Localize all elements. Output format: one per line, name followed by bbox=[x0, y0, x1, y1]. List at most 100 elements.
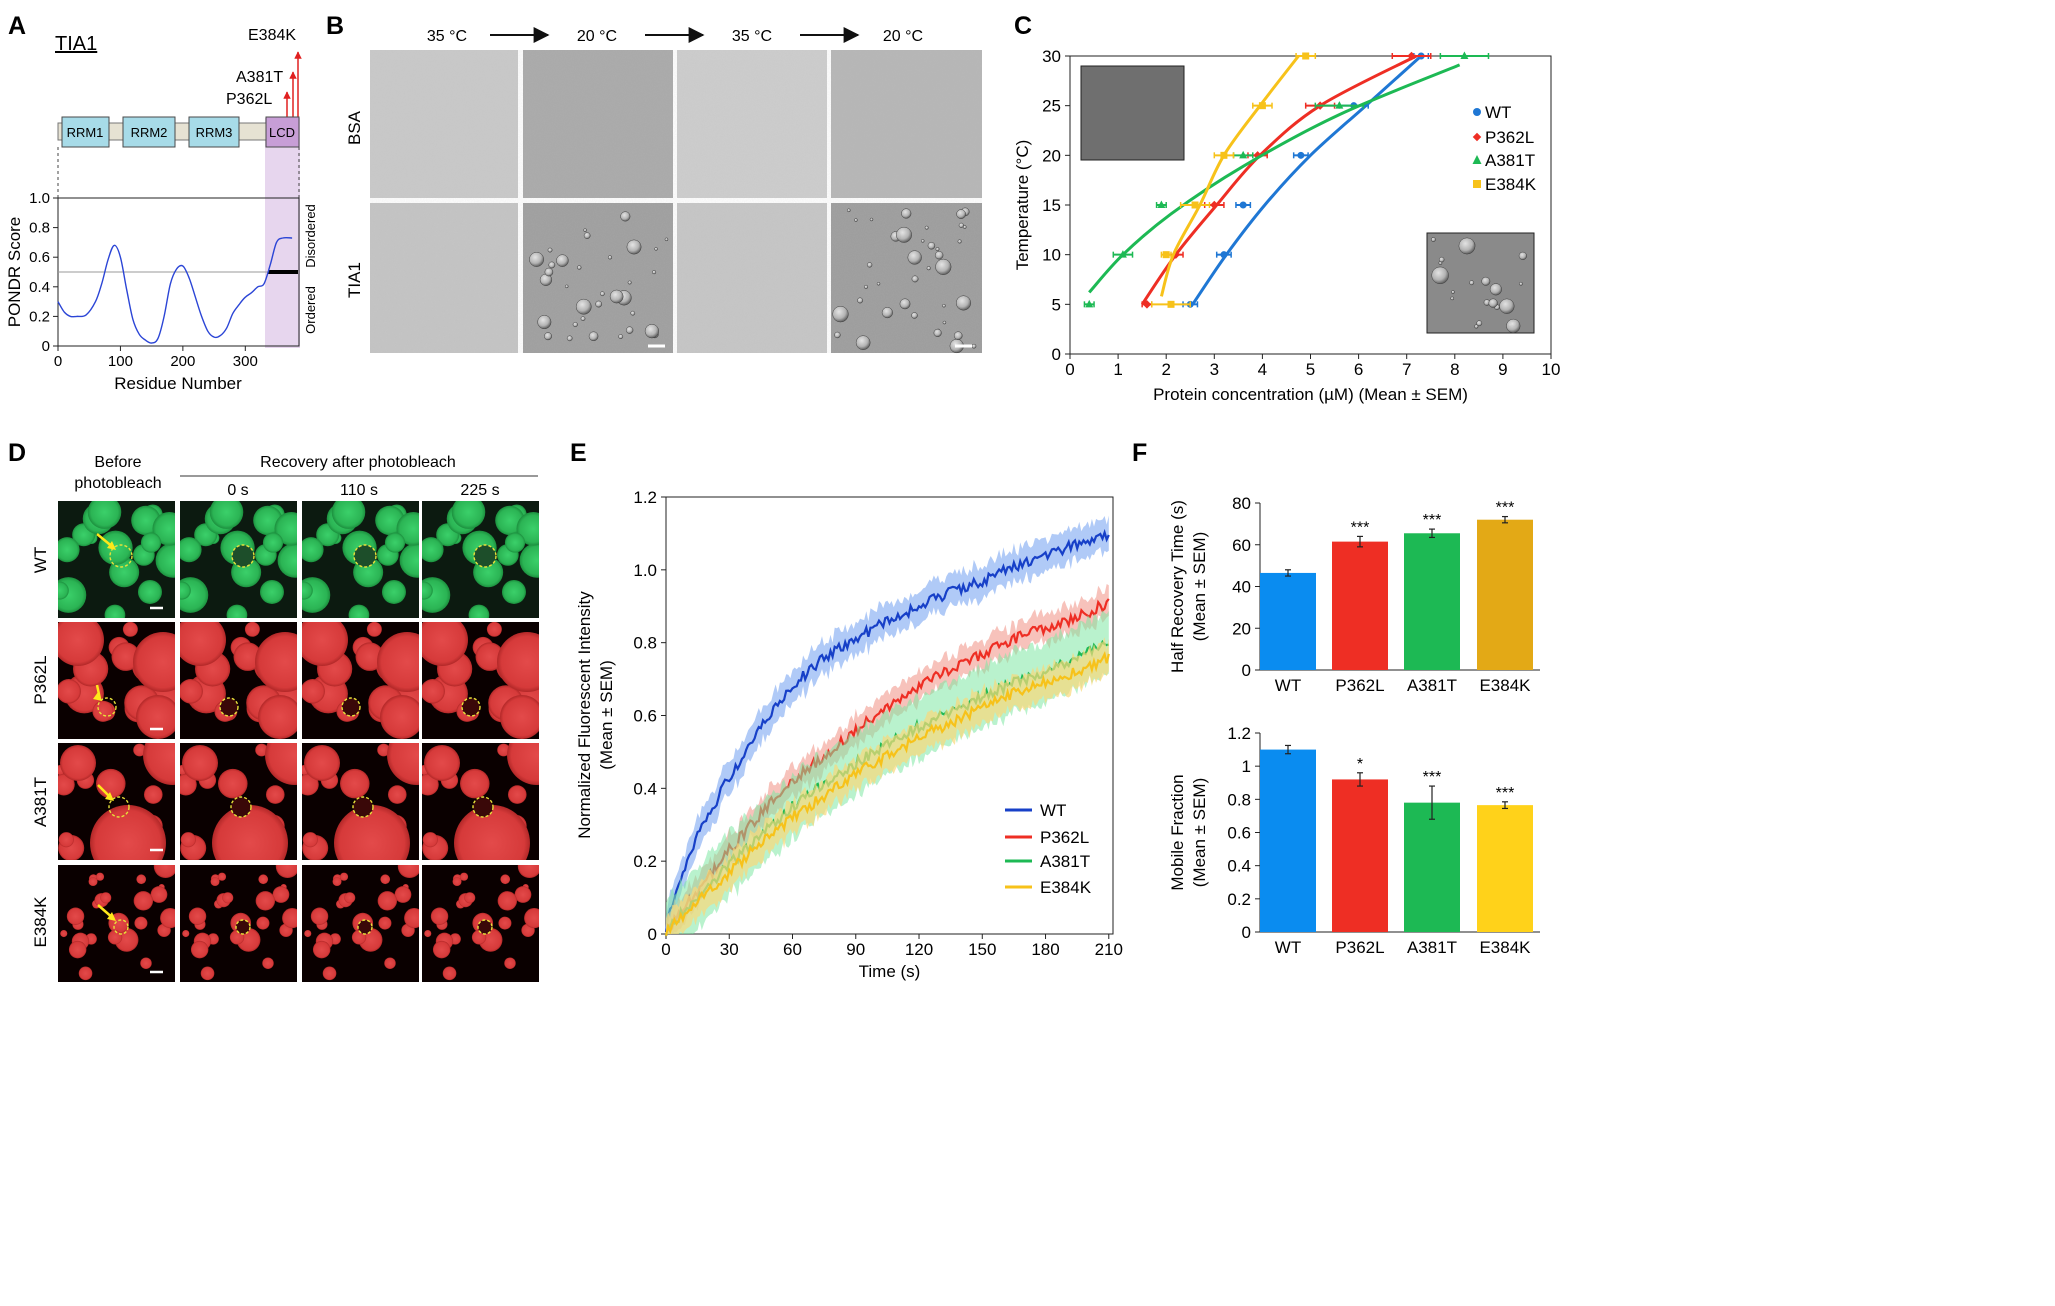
temp-label-3: 35 °C bbox=[732, 28, 772, 45]
droplet bbox=[933, 328, 942, 337]
droplet bbox=[630, 310, 636, 316]
mobile-fraction-ytick-label: 0.8 bbox=[1227, 790, 1251, 809]
half-recovery-category-label: E384K bbox=[1479, 676, 1531, 695]
frap-droplet bbox=[486, 622, 502, 637]
frap-droplet bbox=[262, 532, 284, 553]
droplet bbox=[544, 267, 554, 277]
inset-droplet bbox=[1450, 296, 1455, 301]
legend-marker-p362l bbox=[1472, 132, 1482, 142]
recovery-label: Recovery after photobleach bbox=[260, 454, 456, 471]
frap-droplet bbox=[331, 501, 366, 529]
bleach-roi-circle bbox=[477, 919, 493, 935]
droplet bbox=[911, 312, 918, 319]
legend-label-wt: WT bbox=[1485, 103, 1511, 122]
figure-canvas: A TIA1 E384K A381T P362L RRM1 RRM2 RRM3 … bbox=[5, 12, 1560, 982]
frap-xtick-label: 90 bbox=[846, 940, 865, 959]
droplet bbox=[544, 332, 552, 341]
inset-droplet bbox=[1499, 298, 1515, 314]
frap-droplet bbox=[222, 892, 234, 904]
frap-droplet bbox=[339, 872, 349, 881]
frap-droplet bbox=[517, 865, 539, 879]
frap-droplet bbox=[422, 832, 438, 848]
mutation-label-p362l: P362L bbox=[226, 91, 272, 108]
frap-droplet bbox=[160, 908, 175, 929]
frap-droplet bbox=[190, 940, 209, 959]
frap-droplet bbox=[136, 695, 175, 739]
frap-droplet bbox=[150, 886, 168, 903]
row-label-e384k: E384K bbox=[31, 896, 50, 948]
droplet bbox=[869, 217, 874, 222]
bleach-roi-circle bbox=[472, 796, 494, 818]
droplet bbox=[618, 334, 624, 339]
phase-point bbox=[1220, 151, 1228, 159]
frap-droplet bbox=[259, 579, 284, 604]
mobile-fraction-ytick-label: 0.6 bbox=[1227, 824, 1251, 843]
frap-droplet bbox=[212, 805, 288, 860]
phase-point bbox=[1157, 200, 1166, 208]
bleach-roi-circle bbox=[352, 796, 374, 818]
before-label-line2: photobleach bbox=[74, 475, 161, 492]
frap-image-e384k-2 bbox=[302, 865, 419, 982]
temperature-header: 35 °C 20 °C 35 °C 20 °C bbox=[427, 27, 923, 45]
frap-droplet bbox=[277, 543, 297, 578]
frap-droplet bbox=[58, 577, 87, 613]
droplet bbox=[876, 282, 881, 286]
frap-legend-label: A381T bbox=[1040, 852, 1090, 871]
domain-rrm3-label: RRM3 bbox=[196, 125, 233, 140]
frap-ytick-label: 0.6 bbox=[633, 707, 657, 726]
frap-droplet bbox=[140, 957, 152, 969]
bleach-roi-circle bbox=[235, 919, 251, 935]
frap-image-wt-2 bbox=[302, 501, 419, 618]
time-label-0s: 0 s bbox=[227, 482, 248, 499]
frap-droplet bbox=[404, 908, 419, 929]
before-label-line1: Before bbox=[94, 454, 141, 471]
frap-droplet bbox=[265, 785, 285, 804]
frap-xtick-label: 60 bbox=[783, 940, 802, 959]
droplet bbox=[834, 331, 841, 339]
mobile-fraction-category-label: E384K bbox=[1479, 938, 1531, 957]
frap-droplet bbox=[282, 908, 297, 929]
frap-droplet bbox=[188, 907, 207, 925]
frap-droplet bbox=[180, 622, 226, 666]
frap-droplet bbox=[302, 581, 313, 600]
bleach-roi-circle bbox=[231, 544, 255, 568]
frap-droplet bbox=[58, 622, 104, 666]
frap-legend-label: P362L bbox=[1040, 828, 1089, 847]
phase-xtick-label: 2 bbox=[1161, 360, 1170, 379]
bleach-roi-circle bbox=[230, 796, 252, 818]
mutation-label-e384k: E384K bbox=[248, 27, 296, 44]
frap-droplet bbox=[258, 874, 269, 885]
pondr-xtick-label: 0 bbox=[54, 353, 62, 370]
yellow-arrow-head bbox=[93, 692, 102, 701]
bleached-droplet bbox=[474, 545, 496, 567]
mobile-fraction-ytick-label: 1 bbox=[1242, 757, 1251, 776]
legend-label-p362l: P362L bbox=[1485, 128, 1534, 147]
phase-ytick-label: 15 bbox=[1042, 196, 1061, 215]
bleached-droplet bbox=[342, 698, 360, 716]
droplet bbox=[907, 250, 922, 265]
droplet bbox=[924, 225, 929, 230]
half-recovery-significance: *** bbox=[1423, 512, 1442, 529]
frap-droplet bbox=[422, 581, 433, 600]
frap-droplet bbox=[351, 930, 367, 945]
frap-droplet bbox=[387, 785, 407, 804]
phase-ytick-label: 10 bbox=[1042, 246, 1061, 265]
droplet bbox=[564, 284, 569, 289]
mutation-label-a381t: A381T bbox=[236, 69, 283, 86]
inset-image-droplets bbox=[1426, 232, 1535, 334]
frap-droplet bbox=[302, 679, 325, 704]
half-recovery-ylabel-line1: Half Recovery Time (s) bbox=[1168, 500, 1187, 673]
frap-image-grid bbox=[58, 501, 539, 982]
frap-droplet bbox=[180, 537, 202, 563]
frap-droplet bbox=[265, 743, 297, 785]
row-label-wt: WT bbox=[31, 547, 50, 573]
frap-droplet bbox=[153, 865, 175, 879]
frap-droplet bbox=[377, 743, 390, 757]
droplet bbox=[572, 321, 578, 328]
droplet bbox=[846, 208, 851, 213]
frap-droplet bbox=[272, 886, 290, 903]
inset-droplet bbox=[1431, 237, 1436, 242]
frap-ytick-label: 0.4 bbox=[633, 779, 657, 798]
phase-point bbox=[1085, 299, 1094, 308]
droplet bbox=[588, 331, 599, 342]
